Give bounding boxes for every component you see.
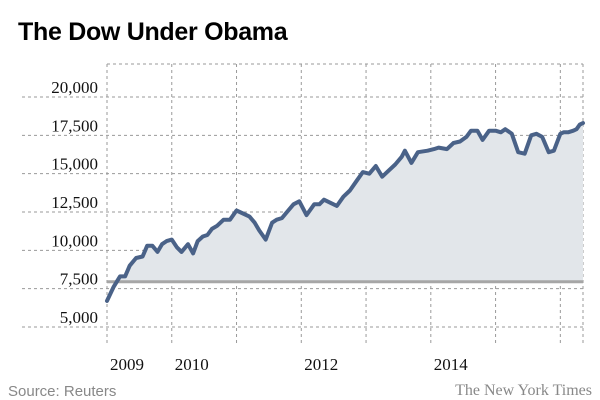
y-tick-label: 5,000 (60, 308, 98, 327)
y-tick-label: 10,000 (51, 231, 98, 250)
source-note: Source: Reuters (8, 383, 117, 400)
y-axis-labels: 5,000 7,500 10,000 12,500 15,000 17,500 20,000 (51, 78, 98, 327)
y-tick-label: 20,000 (51, 78, 98, 97)
y-tick-label: 17,500 (51, 116, 98, 135)
x-tick-label: 2012 (304, 355, 338, 374)
x-tick-label: 2009 (110, 355, 144, 374)
x-tick-label: 2010 (175, 355, 209, 374)
series-area (107, 123, 583, 282)
y-tick-label: 15,000 (51, 155, 98, 174)
series-line (105, 121, 585, 303)
y-tick-label: 12,500 (51, 193, 98, 212)
publisher-credit: The New York Times (455, 382, 592, 399)
x-tick-label: 2014 (434, 355, 469, 374)
x-axis-labels: 2009 2010 2012 2014 (110, 355, 468, 374)
chart-title: The Dow Under Obama (18, 18, 288, 46)
y-tick-label: 7,500 (60, 270, 98, 289)
